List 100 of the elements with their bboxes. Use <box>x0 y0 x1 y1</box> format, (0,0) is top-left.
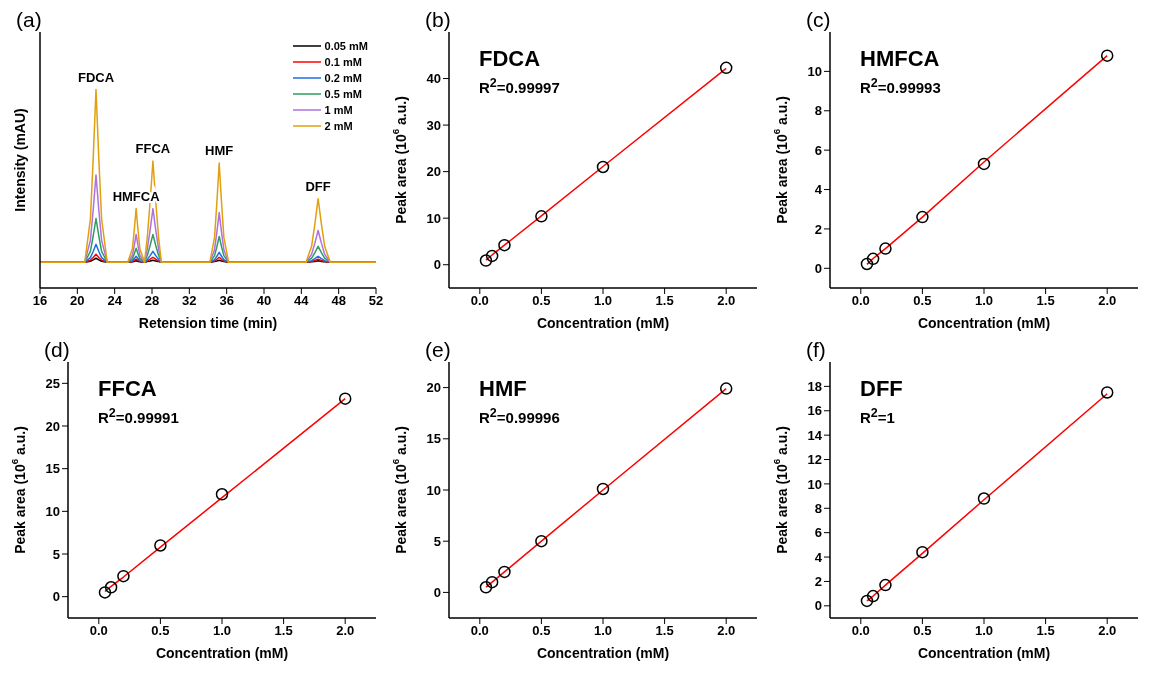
point <box>596 482 610 496</box>
y-tick-label: 10 <box>45 503 60 519</box>
annotation: FFCA <box>135 140 171 156</box>
chart-title: (b) <box>425 8 451 32</box>
x-tick-label: 44 <box>294 293 310 309</box>
y-tick-label: 4 <box>814 182 823 198</box>
x-tick-label: 52 <box>368 293 384 309</box>
y-tick-label: 20 <box>426 164 441 180</box>
y-tick-label: 15 <box>45 461 60 477</box>
annotation: FFCA <box>98 376 158 402</box>
legend-label: 0.5 mM <box>324 88 362 100</box>
point <box>860 594 874 608</box>
y-tick-label: 40 <box>426 71 441 87</box>
point <box>1100 386 1114 399</box>
x-tick-label: 28 <box>144 293 160 309</box>
point <box>215 488 229 501</box>
point <box>535 534 548 548</box>
y-tick-label: 6 <box>814 142 822 158</box>
y-tick-label: 15 <box>426 431 441 447</box>
x-tick-label: 1.0 <box>974 623 994 639</box>
x-tick-label: 2.0 <box>717 623 736 639</box>
x-tick-label: 2.0 <box>1098 293 1117 309</box>
legend-label: 0.1 mM <box>324 56 362 68</box>
annotation: HMF <box>205 142 234 158</box>
x-tick-label: 1.0 <box>593 623 613 639</box>
x-axis-title: Concentration (mM) <box>155 645 289 661</box>
y-tick-label: 18 <box>807 379 822 394</box>
point <box>719 382 733 395</box>
x-tick-label: 32 <box>182 293 197 309</box>
point <box>479 254 493 267</box>
y-tick-label: 4 <box>814 549 823 565</box>
y-tick-label: 10 <box>807 64 822 79</box>
x-tick-label: 24 <box>107 293 123 309</box>
chart-title: (d) <box>44 338 70 362</box>
x-tick-label: 0.0 <box>851 293 870 309</box>
point <box>154 539 167 552</box>
x-tick-label: 0.0 <box>851 623 870 639</box>
x-tick-label: 1.5 <box>274 623 293 639</box>
point <box>498 565 511 579</box>
y-tick-label: 16 <box>807 403 822 419</box>
x-tick-label: 1.5 <box>1036 293 1055 309</box>
legend-label: 0.05 mM <box>324 40 368 52</box>
point <box>596 160 610 174</box>
point <box>866 589 880 603</box>
y-tick-label: 5 <box>433 533 441 549</box>
x-tick-label: 40 <box>256 293 272 309</box>
y-tick-label: 8 <box>814 500 822 516</box>
point <box>485 575 499 589</box>
annotation: HMF <box>479 376 528 402</box>
point <box>866 252 880 266</box>
x-tick-label: 36 <box>219 293 234 309</box>
x-axis-title: Concentration (mM) <box>917 315 1051 331</box>
point <box>916 545 929 559</box>
x-tick-label: 0.5 <box>913 623 932 639</box>
legend-label: 1 mM <box>324 104 353 116</box>
point <box>879 578 892 592</box>
point <box>977 157 991 171</box>
y-tick-label: 2 <box>814 221 822 237</box>
x-tick-label: 2.0 <box>1098 623 1117 639</box>
y-tick-label: 20 <box>45 418 60 434</box>
y-tick-label: 14 <box>807 427 823 443</box>
legend-label: 0.2 mM <box>324 72 362 84</box>
y-tick-label: 0 <box>433 257 441 273</box>
y-tick-label: 30 <box>426 117 441 133</box>
point <box>860 257 874 271</box>
annotation: FDCA <box>479 46 542 72</box>
x-tick-label: 1.5 <box>655 623 674 639</box>
x-tick-label: 1.0 <box>593 293 613 309</box>
annotation: DFF <box>305 178 331 194</box>
x-tick-label: 1.5 <box>1036 623 1055 639</box>
annotation: R$^{2}$=0.99993 <box>860 76 941 96</box>
x-tick-label: 0.0 <box>89 623 108 639</box>
point <box>104 581 118 594</box>
y-tick-label: 8 <box>814 103 822 119</box>
point <box>498 238 511 252</box>
point <box>916 210 929 224</box>
y-tick-label: 0 <box>814 260 822 276</box>
legend-label: 2 mM <box>324 120 353 132</box>
x-tick-label: 0.5 <box>151 623 170 639</box>
point <box>338 392 352 405</box>
annotation: R$^{2}$=0.99997 <box>479 76 560 96</box>
chart-title: (c) <box>806 8 831 32</box>
y-tick-label: 0 <box>52 589 60 605</box>
point <box>879 242 892 255</box>
x-axis-title: Concentration (mM) <box>536 315 670 331</box>
x-tick-label: 48 <box>331 293 346 309</box>
point <box>485 249 499 263</box>
y-axis-title: Intensity (mAU) <box>12 108 28 212</box>
y-tick-label: 6 <box>814 525 822 541</box>
annotation: FDCA <box>77 69 115 85</box>
x-tick-label: 2.0 <box>717 293 736 309</box>
chart-title: (f) <box>806 338 826 362</box>
x-tick-label: 0.0 <box>470 623 489 639</box>
x-tick-label: 0.5 <box>913 293 932 309</box>
point <box>479 581 493 594</box>
y-tick-label: 5 <box>52 546 60 562</box>
x-tick-label: 0.5 <box>532 293 551 309</box>
y-tick-label: 0 <box>814 598 822 614</box>
point <box>535 210 548 223</box>
x-axis-title: Concentration (mM) <box>536 645 670 661</box>
